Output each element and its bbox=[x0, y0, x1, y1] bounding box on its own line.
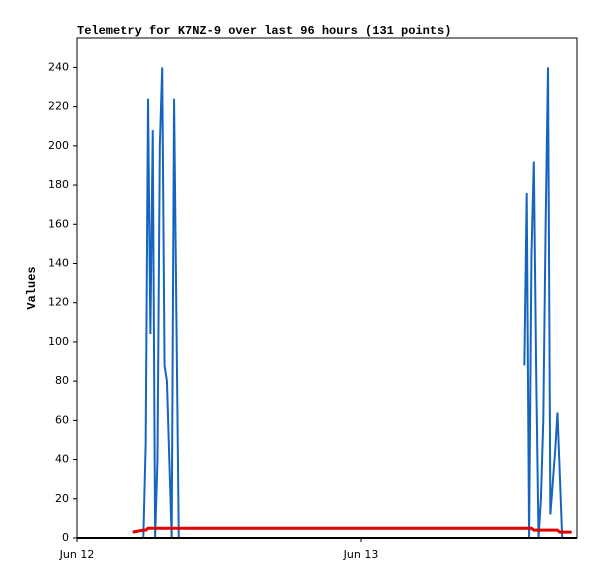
x-tick-label: Jun 13 bbox=[343, 548, 379, 561]
x-tick-label: Jun 12 bbox=[59, 548, 95, 561]
y-tick-label: 80 bbox=[55, 374, 69, 387]
y-axis-label: Values bbox=[25, 266, 39, 309]
series-line bbox=[132, 526, 572, 534]
chart-title: Telemetry for K7NZ-9 over last 96 hours … bbox=[77, 24, 451, 38]
y-tick-label: 120 bbox=[48, 296, 69, 309]
y-tick-label: 100 bbox=[48, 335, 69, 348]
y-tick-label: 160 bbox=[48, 217, 69, 230]
y-tick-label: 200 bbox=[48, 139, 69, 152]
y-tick-label: 40 bbox=[55, 453, 69, 466]
series-line bbox=[142, 67, 564, 539]
y-tick-label: 180 bbox=[48, 178, 69, 191]
y-tick-label: 0 bbox=[62, 531, 69, 544]
plot-frame bbox=[76, 37, 578, 539]
y-tick-label: 220 bbox=[48, 100, 69, 113]
y-tick-label: 20 bbox=[55, 492, 69, 505]
y-tick-label: 60 bbox=[55, 413, 69, 426]
y-tick-label: 240 bbox=[48, 60, 69, 73]
y-tick-label: 140 bbox=[48, 256, 69, 269]
